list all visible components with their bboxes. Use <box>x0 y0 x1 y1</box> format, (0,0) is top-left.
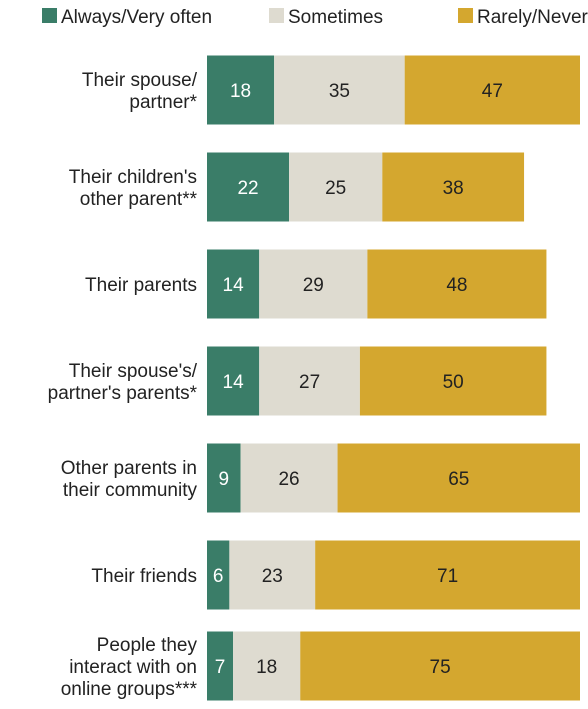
chart-legend: Always/Very often Sometimes Rarely/Never <box>42 7 588 28</box>
chart-bars: 18 35 47 22 25 38 14 29 48 14 27 50 9 26 65 6 23 71 7 18 75 <box>207 55 580 701</box>
data-label: 18 <box>256 657 277 678</box>
bar-segment-sometimes <box>240 443 338 513</box>
category-label: Other parents in their community <box>61 458 198 501</box>
legend-swatch-sometimes <box>269 8 284 23</box>
bar-segment-always-very-often <box>207 631 234 701</box>
data-label: 47 <box>482 81 503 102</box>
bar-segment-sometimes <box>233 631 301 701</box>
legend-label-rarely-never: Rarely/Never <box>477 7 588 28</box>
bar-segment-rarely-never <box>300 631 580 701</box>
data-label: 14 <box>223 372 245 393</box>
data-label: 22 <box>237 178 258 199</box>
bar-segment-always-very-often <box>207 152 290 222</box>
data-label: 71 <box>437 566 458 587</box>
data-label: 65 <box>448 469 469 490</box>
category-label: Their spouse/partner* <box>82 70 198 113</box>
data-label: 29 <box>303 275 324 296</box>
data-label: 50 <box>443 372 464 393</box>
bar-segment-always-very-often <box>207 540 230 610</box>
bar-segment-always-very-often <box>207 346 260 416</box>
legend-swatch-rarely-never <box>458 8 473 23</box>
legend-swatch-always-very-often <box>42 8 57 23</box>
legend-label-sometimes: Sometimes <box>288 7 383 28</box>
bar-segment-rarely-never <box>337 443 580 513</box>
data-label: 9 <box>218 469 229 490</box>
category-label: Their children's other parent** <box>69 167 198 210</box>
bar-segment-rarely-never <box>404 55 580 125</box>
bar-segment-sometimes <box>259 249 368 319</box>
category-label: Their friends <box>91 566 197 587</box>
bar-segment-sometimes <box>289 152 383 222</box>
data-label: 7 <box>215 657 226 678</box>
data-label: 6 <box>213 566 224 587</box>
data-label: 35 <box>329 81 350 102</box>
data-label: 14 <box>223 275 245 296</box>
data-label: 27 <box>299 372 320 393</box>
bar-segment-always-very-often <box>207 443 241 513</box>
bar-segment-rarely-never <box>315 540 580 610</box>
category-label: Their spouse's/partner's parents* <box>48 361 198 404</box>
data-label: 75 <box>430 657 451 678</box>
bar-segment-rarely-never <box>367 249 547 319</box>
legend-label-always-very-often: Always/Very often <box>61 7 212 28</box>
data-label: 48 <box>446 275 467 296</box>
bar-segment-sometimes <box>259 346 360 416</box>
category-label: People they interact with on online groups… <box>61 635 198 700</box>
category-label: Their parents <box>85 275 197 296</box>
bar-segment-rarely-never <box>382 152 525 222</box>
data-label: 23 <box>262 566 283 587</box>
bar-segment-always-very-often <box>207 249 260 319</box>
data-label: 18 <box>230 81 251 102</box>
data-label: 25 <box>325 178 346 199</box>
bar-segment-sometimes <box>274 55 405 125</box>
data-label: 38 <box>443 178 464 199</box>
bar-segment-always-very-often <box>207 55 275 125</box>
data-label: 26 <box>278 469 299 490</box>
category-labels: Their spouse/partner* Their children's oth… <box>48 70 198 700</box>
bar-segment-sometimes <box>229 540 316 610</box>
bar-segment-rarely-never <box>359 346 547 416</box>
